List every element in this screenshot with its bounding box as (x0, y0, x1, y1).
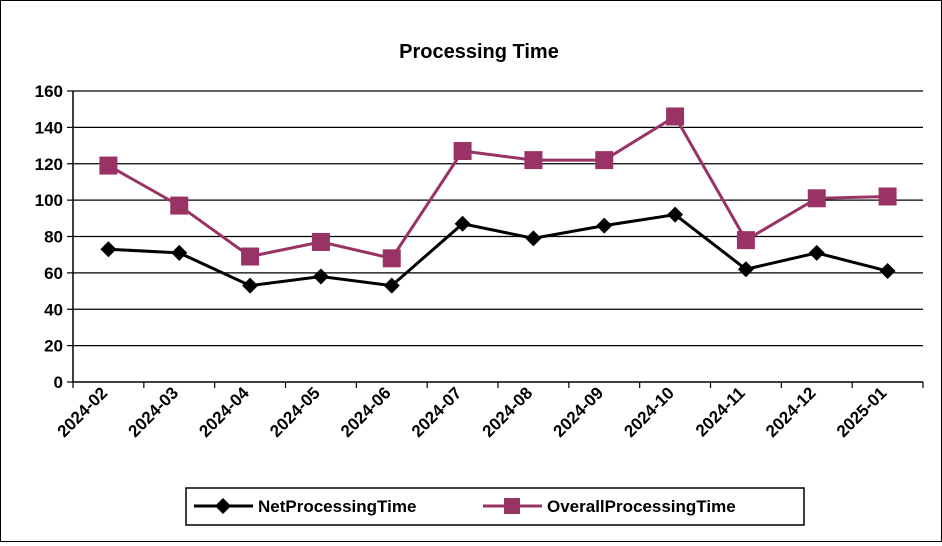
data-point-overall (170, 196, 189, 215)
legend-marker-overall-square-icon (504, 498, 520, 514)
y-tick-label: 40 (44, 300, 63, 319)
data-point-overall (595, 151, 614, 170)
x-tick-label: 2024-11 (692, 383, 749, 440)
x-tick-label: 2024-08 (479, 383, 537, 441)
data-point-net (667, 206, 684, 223)
chart-title: Processing Time (399, 41, 559, 63)
data-point-overall (453, 142, 472, 161)
data-point-net (737, 261, 754, 278)
data-point-overall (807, 189, 826, 208)
x-tick-label: 2024-02 (54, 383, 112, 441)
data-point-overall (666, 107, 685, 126)
series-line-1 (107, 114, 888, 261)
y-tick-label: 160 (35, 82, 63, 101)
data-point-net (171, 244, 188, 261)
data-point-net (525, 230, 542, 247)
x-axis-tick-labels: 2024-02 2024-03 2024-04 2024-05 2024-06 2024-… (54, 383, 891, 441)
data-point-net (808, 244, 825, 261)
data-point-net (100, 241, 117, 258)
series (99, 107, 897, 294)
legend-label-net: NetProcessingTime (258, 497, 416, 516)
y-tick-label: 100 (35, 191, 63, 210)
y-tick-label: 0 (54, 373, 63, 392)
data-point-net (383, 277, 400, 294)
x-tick-label: 2024-07 (408, 383, 466, 441)
data-point-net (879, 263, 896, 280)
y-tick-label: 60 (44, 264, 63, 283)
legend-box (185, 487, 805, 526)
data-point-overall (311, 232, 330, 251)
data-point-overall (736, 231, 755, 250)
x-tick-label: 2024-10 (620, 383, 678, 441)
data-point-overall (241, 247, 260, 266)
data-point-net (596, 217, 613, 234)
data-point-net (242, 277, 259, 294)
gridlines (73, 90, 923, 347)
y-tick-label: 140 (35, 118, 63, 137)
x-tick-label: 2024-05 (266, 383, 324, 441)
x-tick-label: 2024-09 (550, 383, 608, 441)
data-point-overall (99, 156, 118, 175)
y-tick-label: 80 (44, 228, 63, 247)
x-tick-label: 2024-03 (125, 383, 183, 441)
y-axis-tick-labels: 0 20 40 60 80 100 120 140 160 (35, 82, 63, 392)
legend-marker-net-diamond-icon (215, 498, 231, 514)
x-tick-label: 2024-04 (195, 383, 253, 441)
data-point-overall (878, 187, 897, 206)
axes (67, 90, 924, 388)
x-tick-label: 2024-12 (762, 383, 820, 441)
legend-label-overall: OverallProcessingTime (547, 497, 736, 516)
data-point-net (312, 268, 329, 285)
x-tick-label: 2024-06 (337, 383, 395, 441)
data-point-overall (524, 151, 543, 170)
y-tick-label: 20 (44, 337, 63, 356)
series-line-0 (108, 213, 888, 288)
data-point-net (454, 215, 471, 232)
data-point-overall (382, 249, 401, 268)
y-tick-label: 120 (35, 155, 63, 174)
legend: NetProcessingTime OverallProcessingTime (185, 487, 805, 526)
x-tick-label: 2025-01 (833, 383, 891, 441)
